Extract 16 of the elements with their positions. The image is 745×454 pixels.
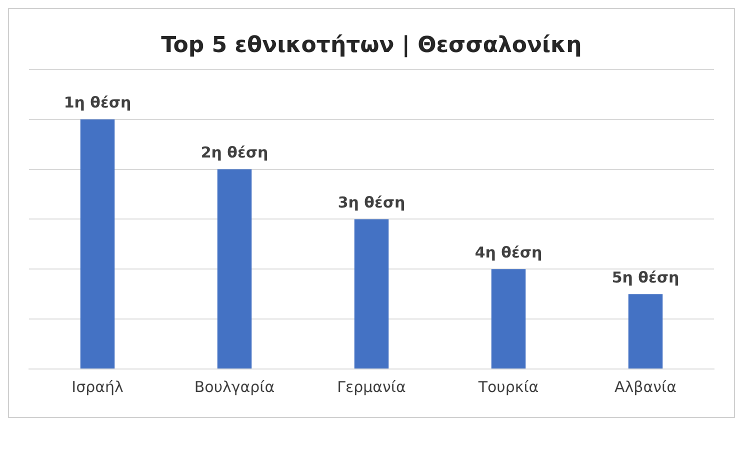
bar bbox=[628, 294, 663, 368]
bar bbox=[217, 169, 252, 368]
x-tick-label: Βουλγαρία bbox=[194, 378, 275, 396]
x-tick-label: Ισραήλ bbox=[72, 378, 124, 396]
bar bbox=[354, 219, 389, 368]
x-tick-label: Γερμανία bbox=[337, 378, 406, 396]
chart-title: Top 5 εθνικοτήτων | Θεσσαλονίκη bbox=[161, 32, 582, 58]
x-tick-label: Αλβανία bbox=[614, 378, 677, 396]
annotation: 4η θέση bbox=[474, 244, 542, 262]
annotation: 3η θέση bbox=[338, 194, 406, 212]
x-tick-label: Τουρκία bbox=[477, 378, 539, 396]
annotation: 2η θέση bbox=[200, 144, 268, 162]
annotation: 5η θέση bbox=[612, 268, 680, 286]
bar bbox=[491, 269, 526, 368]
annotation: 1η θέση bbox=[64, 94, 132, 112]
bar bbox=[80, 119, 115, 368]
